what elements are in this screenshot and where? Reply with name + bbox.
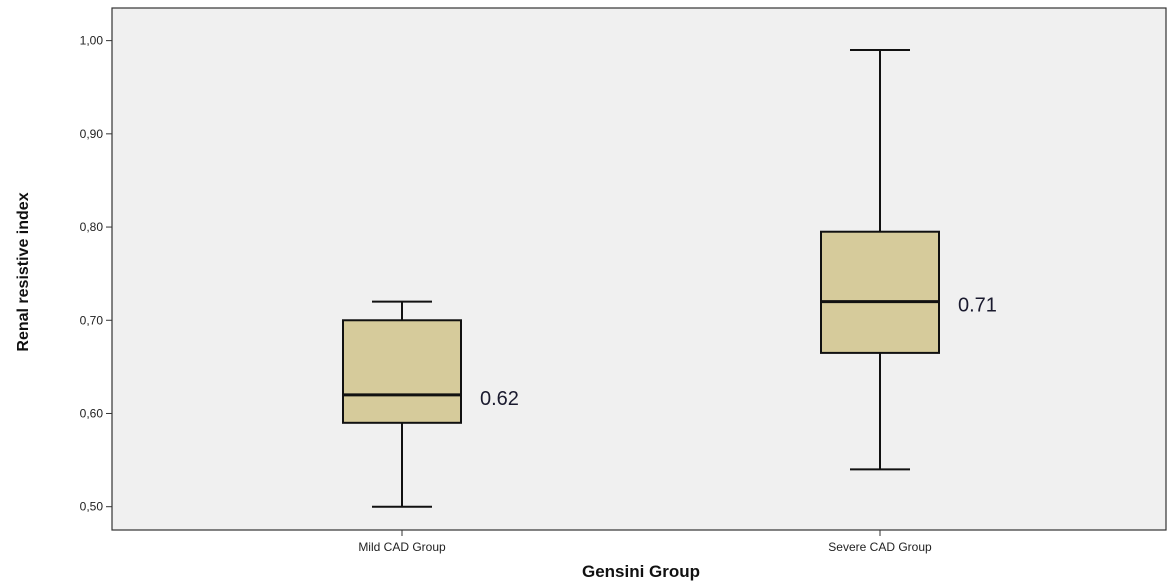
y-tick-label: 0,60 [80, 406, 104, 420]
y-tick-label: 0,50 [80, 500, 104, 514]
median-annotation: 0.71 [958, 295, 997, 317]
y-tick-label: 1,00 [80, 34, 104, 48]
boxes-layer: 0.62 0.71 [342, 48, 997, 508]
iqr-box [820, 230, 940, 354]
y-tick-label: 0,80 [80, 220, 104, 234]
box-group: 0.62 [342, 300, 519, 508]
y-axis: 0,50 0,60 0,70 0,80 0,90 1,00 [80, 34, 112, 514]
box-group: 0.71 [820, 48, 997, 471]
x-tick-label: Mild CAD Group [358, 540, 446, 554]
x-axis-title: Gensini Group [582, 562, 700, 581]
iqr-box [342, 319, 462, 424]
median-annotation: 0.62 [480, 388, 519, 410]
y-tick-label: 0,90 [80, 127, 104, 141]
y-tick-label: 0,70 [80, 313, 104, 327]
x-axis: Mild CAD Group Severe CAD Group [358, 530, 932, 554]
y-axis-title: Renal resistive index [15, 192, 32, 351]
x-tick-label: Severe CAD Group [828, 540, 932, 554]
plot-area [111, 7, 1167, 531]
